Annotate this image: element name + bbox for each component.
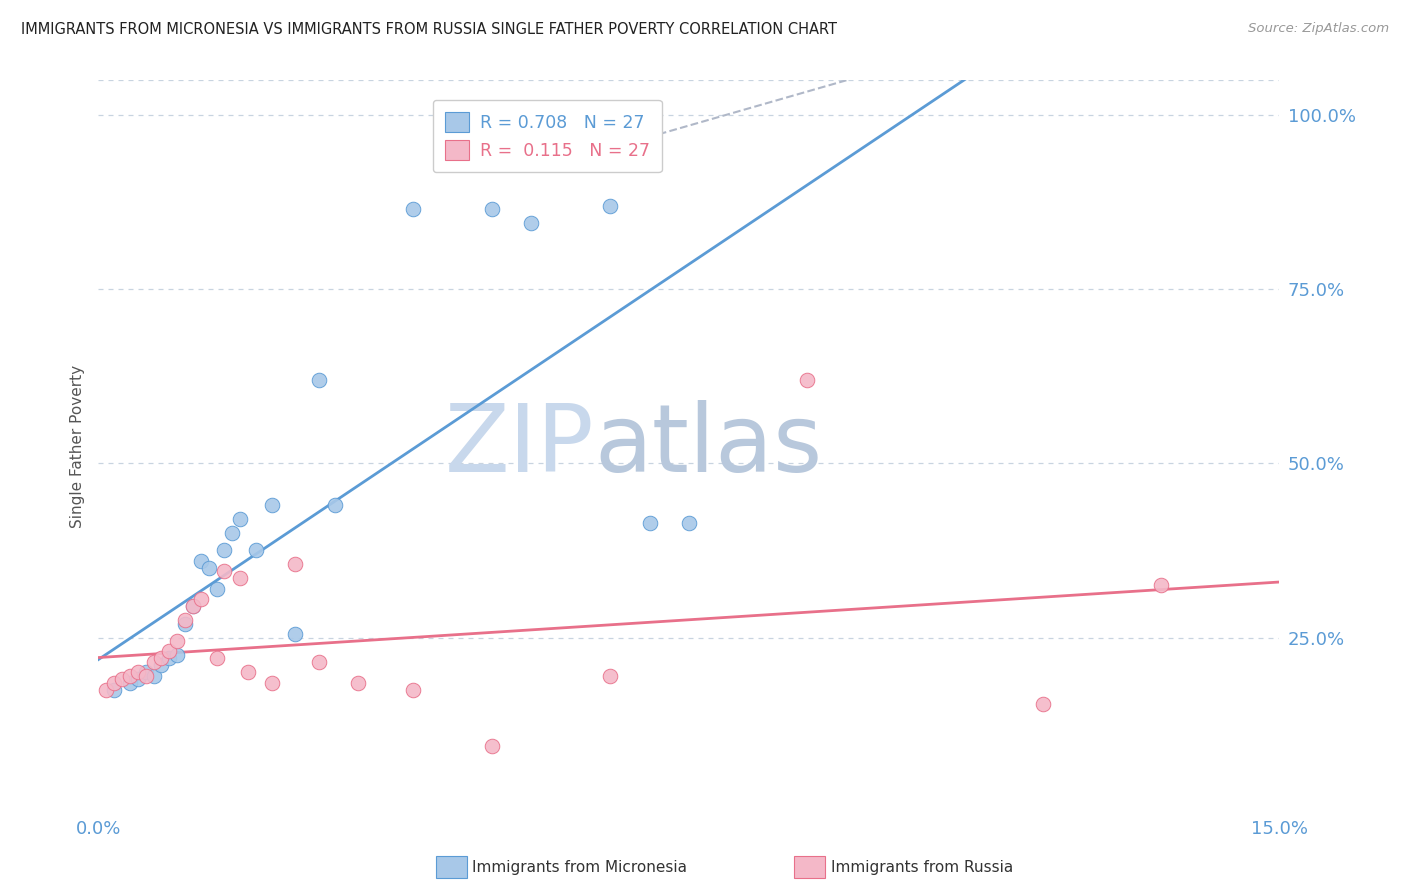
Point [96,682,118,697]
Point [678,516,700,530]
Point [284,627,307,641]
Point [174,613,197,627]
Point [103,682,125,697]
Point [150,658,173,673]
Point [308,655,330,669]
Text: Immigrants from Micronesia: Immigrants from Micronesia [472,860,688,874]
Point [481,202,503,216]
Point [166,634,188,648]
Point [135,669,157,683]
Point [481,739,503,753]
Point [599,199,621,213]
Point [205,582,228,596]
Text: atlas: atlas [595,400,823,492]
Point [127,665,149,680]
Text: ZIP: ZIP [444,400,595,492]
Point [245,543,267,558]
Point [323,498,346,512]
Point [520,216,543,230]
Point [638,516,661,530]
Point [402,202,425,216]
Point [111,673,134,687]
Point [197,561,219,575]
Y-axis label: Single Father Poverty: Single Father Poverty [69,365,84,527]
Point [308,373,330,387]
Point [166,648,188,662]
Point [1032,697,1054,711]
Point [181,599,204,614]
Point [229,512,252,526]
Point [221,526,243,541]
Point [157,651,180,665]
Point [135,665,157,680]
Point [347,676,370,690]
Point [103,676,125,690]
Point [260,676,283,690]
Point [1150,578,1173,592]
Point [118,669,141,683]
Point [142,669,165,683]
Point [174,616,197,631]
Point [236,665,259,680]
Point [157,644,180,658]
Text: Source: ZipAtlas.com: Source: ZipAtlas.com [1249,22,1389,36]
Point [214,565,236,579]
Point [205,651,228,665]
Point [284,558,307,572]
Legend: R = 0.708   N = 27, R =  0.115   N = 27: R = 0.708 N = 27, R = 0.115 N = 27 [433,100,662,172]
Text: IMMIGRANTS FROM MICRONESIA VS IMMIGRANTS FROM RUSSIA SINGLE FATHER POVERTY CORRE: IMMIGRANTS FROM MICRONESIA VS IMMIGRANTS… [21,22,837,37]
Point [181,599,204,614]
Point [229,571,252,585]
Point [142,655,165,669]
Point [190,592,212,607]
Point [796,373,818,387]
Point [402,682,425,697]
Point [127,673,149,687]
Point [260,498,283,512]
Point [599,669,621,683]
Text: Immigrants from Russia: Immigrants from Russia [831,860,1014,874]
Point [118,676,141,690]
Point [150,651,173,665]
Point [214,543,236,558]
Point [190,554,212,568]
